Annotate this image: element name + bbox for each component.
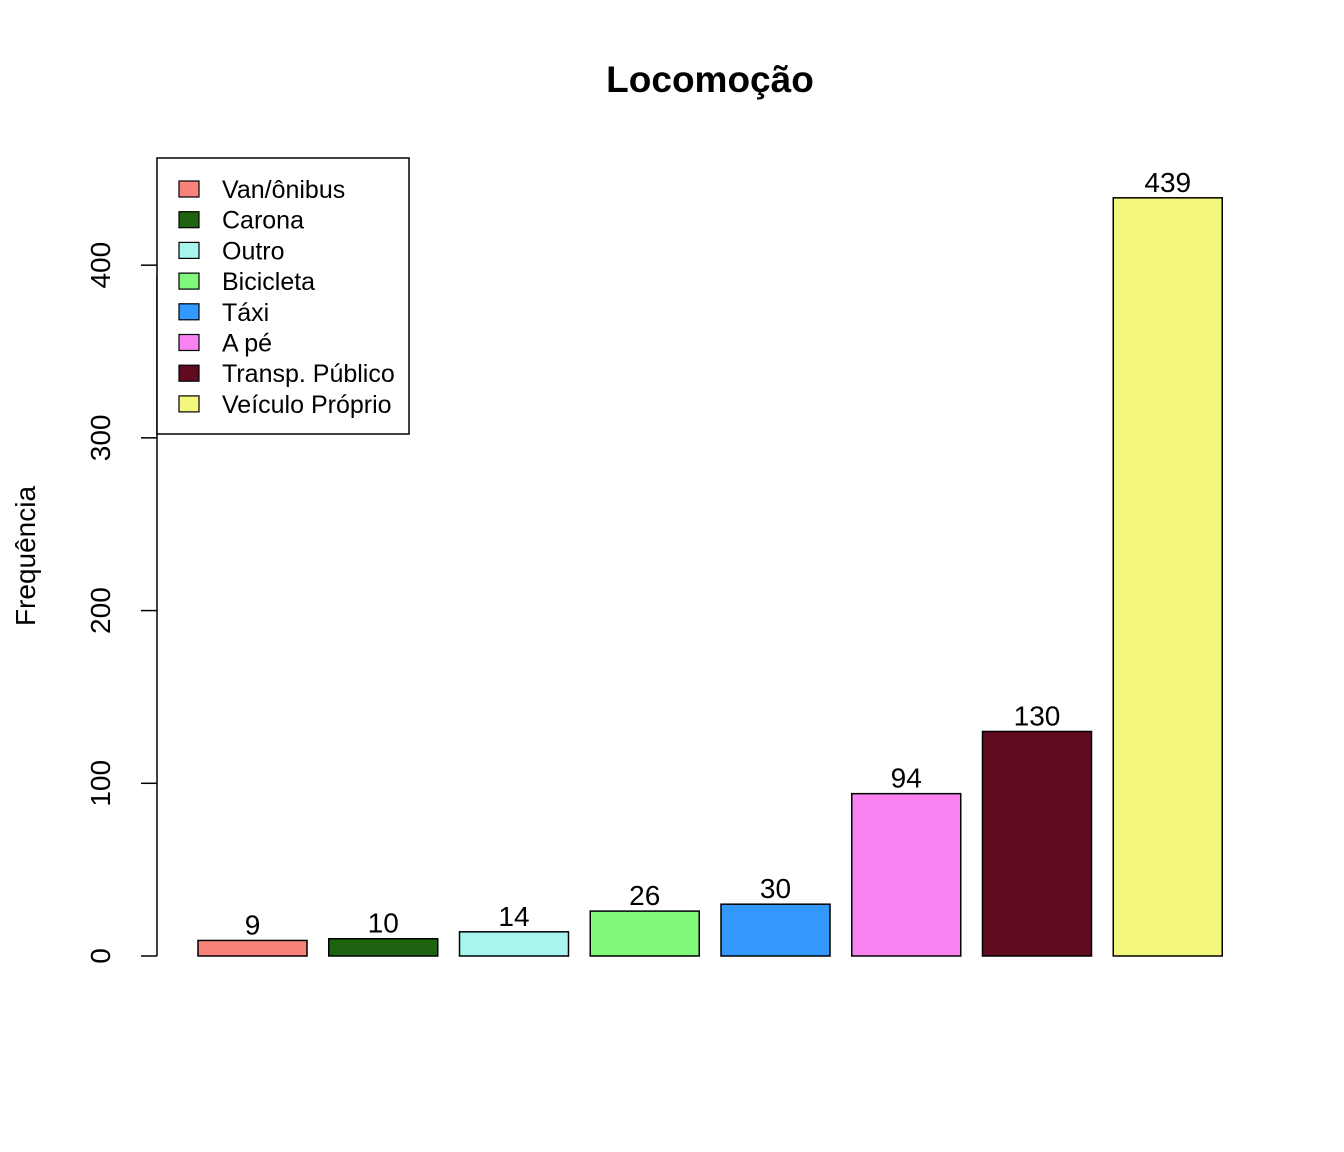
legend-swatch-2 — [178, 241, 200, 259]
legend-swatch-0 — [178, 180, 200, 198]
legend-box — [156, 157, 410, 435]
legend-label-0: Van/ônibus — [222, 176, 345, 204]
bar-value-label-6: 130 — [1014, 700, 1061, 731]
bar-7 — [1112, 197, 1223, 957]
y-tick-label-4: 400 — [85, 242, 116, 289]
bar-value-label-4: 30 — [760, 873, 791, 904]
chart-title: Locomoção — [606, 59, 814, 100]
bars: 9 10 14 26 30 94 130 439 — [197, 167, 1223, 957]
legend-swatch-4 — [178, 303, 200, 321]
y-tick-label-2: 200 — [85, 587, 116, 634]
legend-label-2: Outro — [222, 237, 285, 265]
legend-swatch-3 — [178, 272, 200, 290]
y-tick-label-0: 0 — [85, 948, 116, 964]
bar-value-label-2: 14 — [498, 901, 529, 932]
bar-5 — [851, 792, 962, 957]
y-axis-label: Frequência — [10, 486, 41, 627]
bar-4 — [720, 903, 831, 957]
y-axis: 0 100 200 300 400 — [85, 242, 158, 964]
legend-label-4: Táxi — [222, 299, 269, 327]
legend-label-5: A pé — [222, 330, 272, 358]
bar-value-label-5: 94 — [891, 763, 922, 794]
bar-6 — [981, 730, 1093, 957]
bar-value-label-1: 10 — [368, 908, 399, 939]
y-tick-label-3: 300 — [85, 415, 116, 462]
legend-swatch-6 — [178, 364, 200, 382]
bar-value-label-0: 9 — [245, 909, 261, 940]
y-tick-label-1: 100 — [85, 760, 116, 807]
legend-swatch-5 — [178, 333, 200, 352]
bar-0 — [197, 939, 308, 957]
bar-2 — [458, 931, 570, 957]
legend-label-6: Transp. Público — [222, 360, 395, 388]
bar-1 — [328, 937, 439, 957]
legend-swatch-1 — [178, 211, 200, 229]
bar-value-label-3: 26 — [629, 880, 660, 911]
bar-3 — [589, 910, 700, 957]
legend-label-7: Veículo Próprio — [222, 391, 392, 419]
legend-label-1: Carona — [222, 207, 304, 235]
bar-value-label-7: 439 — [1144, 167, 1191, 198]
legend-label-3: Bicicleta — [222, 268, 315, 296]
legend-swatch-7 — [178, 395, 200, 413]
